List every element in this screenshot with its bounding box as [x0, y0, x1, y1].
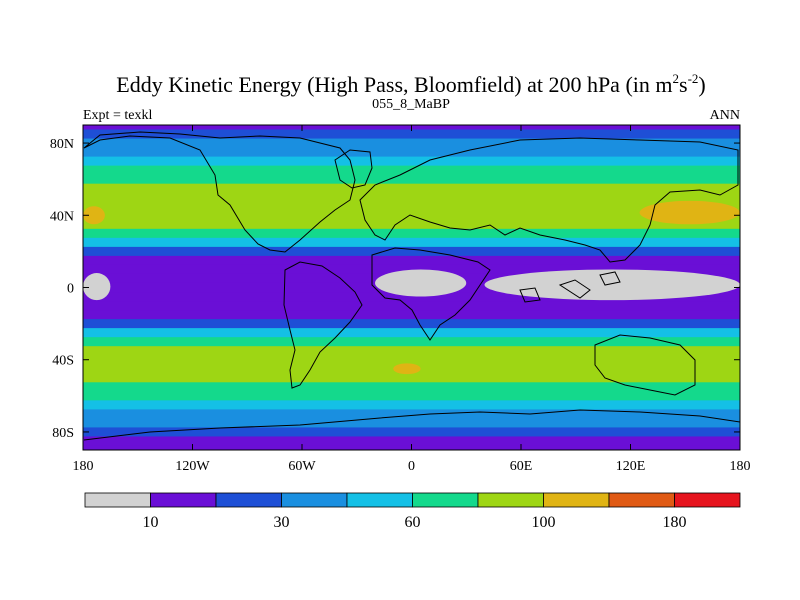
zonal-band [83, 319, 740, 329]
zonal-band [83, 301, 740, 311]
x-tick-label: 60W [288, 459, 316, 474]
equatorial-minimum-africa [375, 269, 467, 297]
colorbar-label: 180 [663, 514, 687, 531]
colorbar-box [477, 492, 544, 508]
y-tick-label: 40N [50, 209, 74, 224]
zonal-band [83, 255, 740, 266]
zonal-band [83, 165, 740, 176]
zonal-band [83, 373, 740, 383]
zonal-band [83, 183, 740, 194]
x-tick-label: 120W [175, 459, 210, 474]
x-tick-label: 120E [616, 459, 646, 474]
nh-jet-max-pacific [639, 200, 740, 225]
equatorial-minimum-dateline [83, 273, 111, 301]
zonal-band [83, 147, 740, 158]
colorbar-box [412, 492, 479, 508]
x-tick-label: 180 [730, 459, 751, 474]
zonal-band [83, 328, 740, 338]
zonal-band [83, 129, 740, 140]
continent-outlines [83, 131, 740, 441]
center-string: 055_8_MaBP [372, 97, 450, 112]
equatorial-minimum-asia [484, 269, 740, 301]
colorbar-label: 30 [274, 514, 290, 531]
zonal-band [83, 337, 740, 347]
colorbar-label: 10 [143, 514, 159, 531]
y-tick-label: 0 [67, 282, 74, 297]
left-string: Expt = texkl [83, 108, 152, 123]
colorbar-box [281, 492, 348, 508]
coastline-greenland [334, 149, 373, 189]
coastline-eurasia [359, 137, 739, 263]
zonal-band [83, 292, 740, 302]
colorbar-box [150, 492, 217, 508]
zonal-band [83, 156, 740, 167]
axes: 180 120W 60W 0 60E 120E 180 80N 40N 0 40S 80S [50, 125, 751, 474]
colorbar: 10 30 60 100 180 [84, 492, 741, 531]
nh-jet-max-atlantic [83, 206, 105, 225]
zonal-band [83, 427, 740, 438]
zonal-band [83, 409, 740, 420]
colorbar-label: 100 [532, 514, 556, 531]
coastline-south-america [283, 261, 363, 389]
zonal-band [83, 228, 740, 239]
colorbar-label: 60 [405, 514, 421, 531]
x-tick-label: 180 [73, 459, 94, 474]
zonal-band [83, 201, 740, 212]
sh-jet-max [393, 363, 421, 375]
zonal-band [83, 192, 740, 203]
zonal-band [83, 346, 740, 356]
zonal-band [83, 418, 740, 429]
colorbar-box [84, 492, 151, 508]
colorbar-box [346, 492, 413, 508]
y-tick-label: 40S [52, 354, 74, 369]
contour-field [83, 125, 740, 450]
colorbar-box [608, 492, 675, 508]
coastline-africa [371, 247, 491, 341]
zonal-band [83, 400, 740, 410]
zonal-band [83, 382, 740, 392]
zonal-band [83, 436, 740, 447]
zonal-band [83, 246, 740, 257]
chart-title: Eddy Kinetic Energy (High Pass, Bloomfie… [116, 71, 705, 97]
coastline-antarctica [83, 409, 740, 441]
x-tick-label: 60E [510, 459, 533, 474]
zonal-band [83, 310, 740, 320]
zonal-band [83, 219, 740, 230]
y-tick-label: 80N [50, 137, 74, 152]
zonal-band [83, 174, 740, 185]
y-tick-label: 80S [52, 426, 74, 441]
plot-area [83, 125, 740, 450]
coastline-australia [594, 334, 696, 396]
zonal-band [83, 355, 740, 365]
zonal-band [83, 391, 740, 401]
zonal-band [83, 237, 740, 248]
x-tick-label: 0 [408, 459, 415, 474]
right-string: ANN [710, 108, 740, 123]
coastline-north-america [83, 131, 356, 253]
colorbar-box [543, 492, 610, 508]
colorbar-box [674, 492, 741, 508]
zonal-band [83, 138, 740, 149]
colorbar-box [215, 492, 282, 508]
coastline-islands [519, 271, 621, 303]
